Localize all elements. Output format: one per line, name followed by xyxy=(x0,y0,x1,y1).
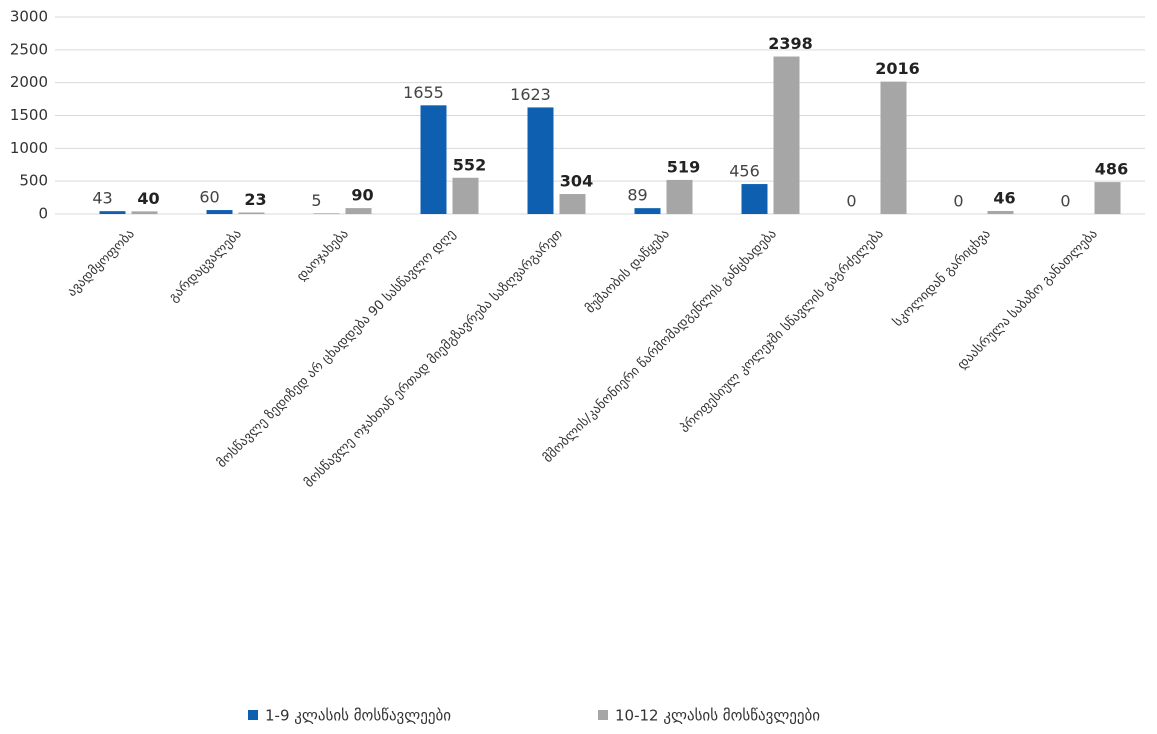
data-label: 0 xyxy=(953,192,963,211)
bar xyxy=(559,194,586,214)
bar xyxy=(741,184,768,214)
x-label-group: სკოლიდან გარიცხვა xyxy=(890,227,993,330)
data-label: 519 xyxy=(667,157,700,176)
bar xyxy=(99,211,126,214)
bar xyxy=(987,210,1014,214)
bar xyxy=(880,81,907,214)
data-label: 60 xyxy=(199,188,219,207)
x-tick-label: მუშაობის დაწყება xyxy=(583,227,673,317)
data-label: 40 xyxy=(137,189,159,208)
y-tick-label: 2000 xyxy=(10,73,48,91)
y-tick-label: 1000 xyxy=(10,139,48,157)
bar xyxy=(131,211,158,214)
bar xyxy=(773,56,800,214)
bar xyxy=(345,208,372,214)
data-label: 5 xyxy=(311,191,321,210)
y-tick-label: 500 xyxy=(19,172,48,190)
x-tick-label: მოსწავლე ზედიზედ არ ცხადდება 90 სასწავლო… xyxy=(215,227,459,471)
x-label-group: მუშაობის დაწყება xyxy=(583,227,673,317)
y-tick-label: 1500 xyxy=(10,106,48,124)
data-label: 2398 xyxy=(768,34,813,53)
data-label: 23 xyxy=(244,190,266,209)
data-label: 46 xyxy=(993,188,1015,207)
y-tick-label: 3000 xyxy=(10,8,48,26)
bar xyxy=(1094,182,1121,214)
data-label: 0 xyxy=(846,192,856,211)
data-label: 1655 xyxy=(403,83,444,102)
data-label: 552 xyxy=(453,155,486,174)
legend-label: 1-9 კლასის მოსწავლეები xyxy=(265,707,451,725)
data-label: 456 xyxy=(729,162,760,181)
legend-swatch xyxy=(248,710,258,720)
x-tick-label: გარდაცვალება xyxy=(166,227,245,306)
x-label-group: მოსწავლე ოჯახთან ერთად მიემგზავრება საზღ… xyxy=(302,227,566,491)
y-tick-label: 0 xyxy=(38,205,48,223)
x-label-group: გარდაცვალება xyxy=(166,227,245,306)
bar xyxy=(527,107,554,214)
bar xyxy=(420,105,447,214)
x-tick-label: მშობლის/კანონიერი წარმომადგენლის განცხად… xyxy=(541,227,780,466)
data-label: 486 xyxy=(1095,160,1128,179)
x-tick-label: სკოლიდან გარიცხვა xyxy=(890,227,993,330)
data-label: 43 xyxy=(92,189,112,208)
bar xyxy=(666,179,693,214)
x-label-group: მოსწავლე ზედიზედ არ ცხადდება 90 სასწავლო… xyxy=(215,227,459,471)
data-label: 0 xyxy=(1060,192,1070,211)
data-label: 304 xyxy=(560,172,593,191)
y-tick-label: 2500 xyxy=(10,40,48,58)
data-label: 90 xyxy=(351,186,373,205)
x-tick-label: მოსწავლე ოჯახთან ერთად მიემგზავრება საზღ… xyxy=(302,227,566,491)
bar xyxy=(238,212,265,214)
legend-label: 10-12 კლასის მოსწავლეები xyxy=(615,707,820,725)
x-tick-label: პროფესიულ კოლეჯში სწავლის გაგრძელება xyxy=(677,227,886,436)
x-label-group: პროფესიულ კოლეჯში სწავლის გაგრძელება xyxy=(677,227,886,436)
x-tick-label: ავადმყოფობა xyxy=(65,227,138,300)
x-tick-label: დაოჯახება xyxy=(294,227,352,285)
bar xyxy=(452,177,479,214)
x-label-group: დაოჯახება xyxy=(294,227,352,285)
data-label: 1623 xyxy=(510,85,551,104)
legend-swatch xyxy=(598,710,608,720)
x-label-group: ავადმყოფობა xyxy=(65,227,138,300)
data-label: 89 xyxy=(627,186,647,205)
bar xyxy=(634,208,661,214)
x-label-group: მშობლის/კანონიერი წარმომადგენლის განცხად… xyxy=(541,227,780,466)
bar xyxy=(206,210,233,214)
data-label: 2016 xyxy=(875,59,920,78)
